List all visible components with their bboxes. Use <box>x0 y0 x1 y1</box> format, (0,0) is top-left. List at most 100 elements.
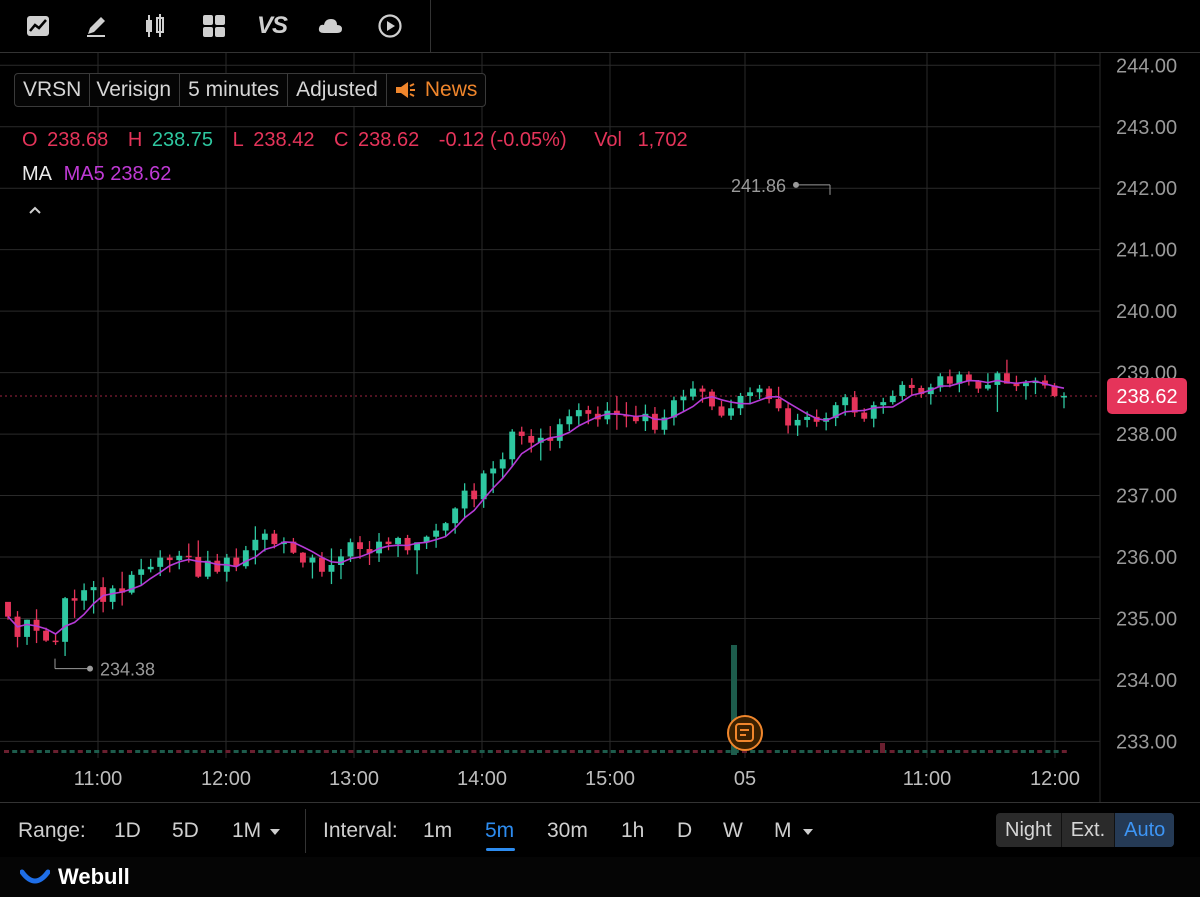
candle-body <box>480 473 487 500</box>
volume-bar <box>430 750 436 753</box>
active-interval-underline <box>486 848 515 851</box>
indicator-row[interactable]: MA MA5 238.62 <box>22 163 171 186</box>
range-5d[interactable]: 5D <box>172 819 199 842</box>
candle-body <box>423 536 430 543</box>
adjust-label[interactable]: Adjusted <box>288 74 387 106</box>
volume-bar <box>643 750 649 753</box>
candle-body <box>670 400 677 418</box>
candle-body <box>261 533 268 540</box>
candlestick-icon[interactable] <box>136 8 172 44</box>
volume-bar <box>971 750 977 753</box>
volume-bar <box>619 750 624 753</box>
candle-body <box>290 541 297 553</box>
news-marker-icon[interactable] <box>727 715 763 751</box>
symbol-info-bar: VRSN Verisign 5 minutes Adjusted News <box>14 73 487 107</box>
volume-bar <box>463 750 469 753</box>
session-extended[interactable]: Ext. <box>1062 813 1116 847</box>
volume-bar <box>1004 750 1010 753</box>
x-tick-label: 11:00 <box>903 768 952 790</box>
change-value: -0.12 (-0.05%) <box>438 129 567 151</box>
replay-icon[interactable] <box>372 8 408 44</box>
candle-body <box>899 384 906 396</box>
grid-icon[interactable] <box>196 8 232 44</box>
volume-bar <box>373 750 378 753</box>
candle-body <box>1022 383 1029 387</box>
y-tick-label: 243.00 <box>1116 117 1177 139</box>
candle-body <box>509 431 516 460</box>
interval-1m[interactable]: 1m <box>423 819 453 842</box>
candle-body <box>575 410 582 417</box>
volume-value: 1,702 <box>637 129 688 151</box>
volume-bar <box>4 750 9 753</box>
candlestick-chart[interactable]: 244.00243.00242.00241.00240.00239.00238.… <box>0 53 1200 802</box>
close-label: C <box>334 129 349 151</box>
candle-body <box>100 587 107 602</box>
axes: 244.00243.00242.00241.00240.00239.00238.… <box>74 53 1177 802</box>
chart-grid <box>0 53 1100 758</box>
volume-bar <box>291 750 296 753</box>
volume-bar <box>676 750 682 753</box>
volume-bar <box>848 750 854 753</box>
volume-bar <box>381 750 387 753</box>
x-tick-label: 14:00 <box>457 768 507 790</box>
candle-body <box>395 537 402 545</box>
volume-bar <box>45 750 50 753</box>
candle-body <box>5 601 11 617</box>
open-value: 238.68 <box>47 129 109 151</box>
cloud-icon[interactable] <box>312 8 348 44</box>
interval-5m[interactable]: 5m <box>485 819 515 842</box>
volume-bar <box>627 750 633 753</box>
volume-bar <box>159 750 165 753</box>
volume-label: Vol <box>594 129 622 151</box>
volume-bar <box>930 750 936 753</box>
volume-bar <box>61 750 67 753</box>
interval-1h[interactable]: 1h <box>621 819 645 842</box>
volume-bar <box>53 750 59 753</box>
candle-body <box>414 542 421 551</box>
volume-bar <box>1053 750 1059 753</box>
candle-body <box>299 552 306 563</box>
y-tick-label: 242.00 <box>1116 178 1177 200</box>
candle-body <box>661 417 668 430</box>
volume-bar <box>651 750 657 753</box>
candle-body <box>442 523 449 531</box>
volume-bar <box>922 750 928 753</box>
line-chart-icon[interactable] <box>20 8 56 44</box>
candle-body <box>937 376 944 388</box>
range-interval-bar: Range: 1D 5D 1M Interval: 1m 5m 30m 1h D… <box>0 803 1200 857</box>
candles <box>5 359 1067 656</box>
volume-bar <box>487 750 493 753</box>
volume-bar <box>315 750 321 753</box>
candle-body <box>537 437 544 443</box>
interval-w[interactable]: W <box>723 819 743 842</box>
symbol-ticker[interactable]: VRSN <box>15 74 91 106</box>
volume-bar <box>102 750 108 753</box>
volume-bar <box>537 750 542 753</box>
candle-body <box>566 416 573 425</box>
range-1d[interactable]: 1D <box>114 819 141 842</box>
candle-body <box>775 399 782 409</box>
chevron-up-icon[interactable] <box>26 201 44 219</box>
news-toggle[interactable]: News <box>387 74 486 106</box>
interval-label[interactable]: 5 minutes <box>179 74 289 106</box>
interval-d[interactable]: D <box>677 819 693 842</box>
candle-body <box>880 402 887 406</box>
interval-30m[interactable]: 30m <box>547 819 588 842</box>
y-tick-label: 234.00 <box>1116 670 1177 692</box>
y-tick-label: 236.00 <box>1116 547 1177 569</box>
candle-body <box>870 405 877 419</box>
ohlc-readout: O 238.68 H 238.75 L 238.42 C 238.62 -0.1… <box>22 129 692 152</box>
x-tick-label: 11:00 <box>74 768 123 790</box>
vs-icon[interactable]: VS <box>254 8 290 44</box>
session-night[interactable]: Night <box>996 813 1062 847</box>
candle-body <box>737 395 744 409</box>
range-1m[interactable]: 1M <box>232 819 281 843</box>
candle-body <box>43 630 50 641</box>
interval-m[interactable]: M <box>774 819 814 843</box>
ma5-line <box>7 379 1065 635</box>
session-auto[interactable]: Auto <box>1115 813 1175 847</box>
session-toggle-group: Night Ext. Auto <box>996 813 1175 847</box>
symbol-name: Verisign <box>96 78 172 101</box>
candle-body <box>975 381 982 389</box>
pencil-icon[interactable] <box>78 8 114 44</box>
